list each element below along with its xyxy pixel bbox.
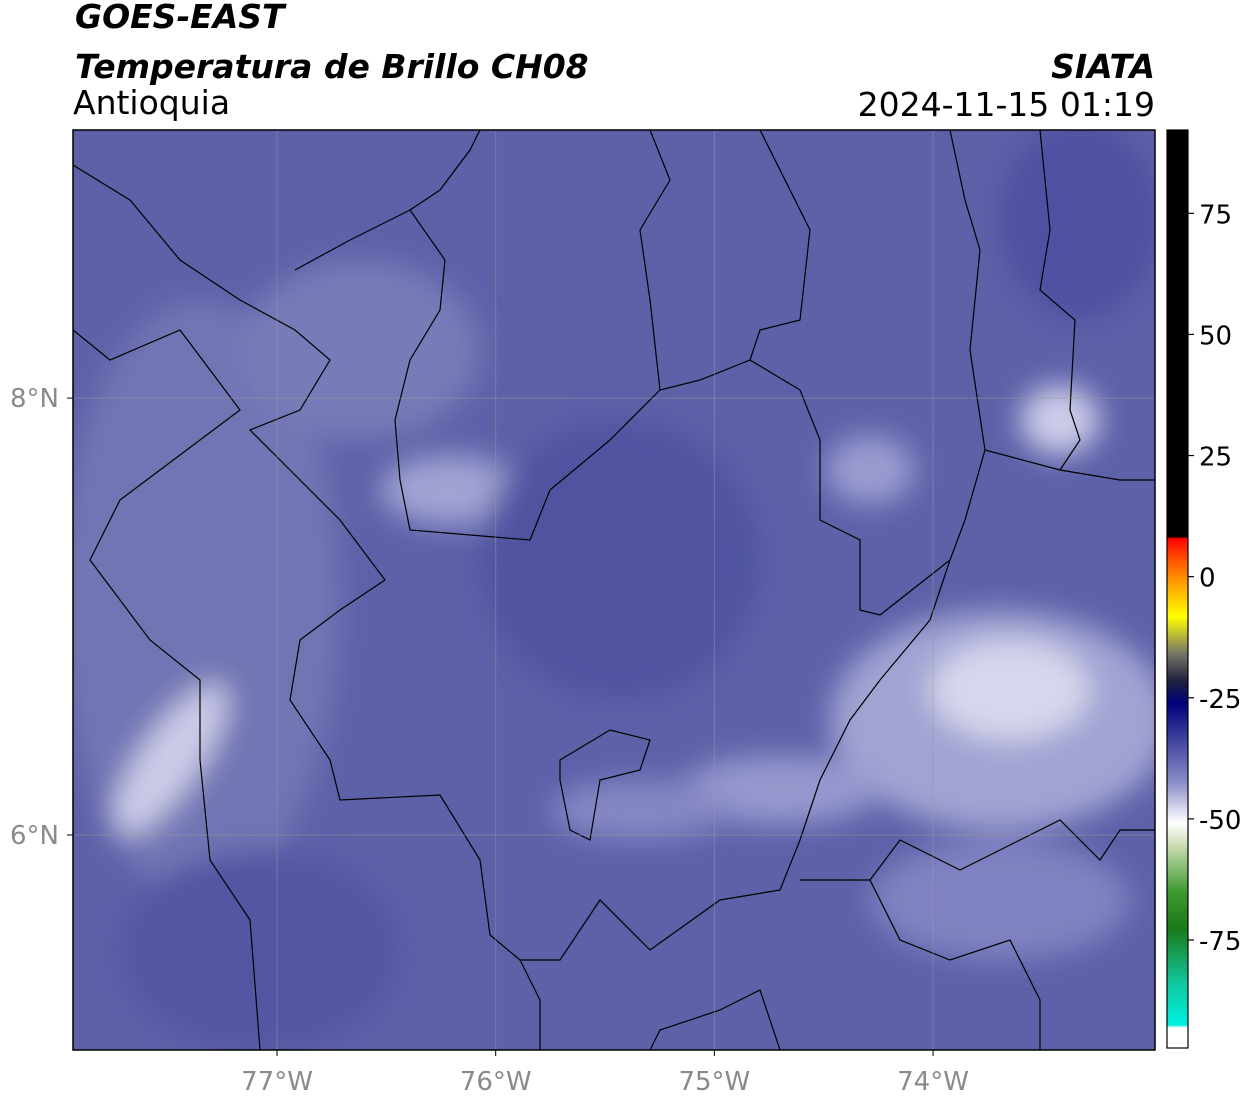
colorbar-tick-label: -50 bbox=[1199, 806, 1241, 836]
map-image bbox=[73, 130, 1155, 1050]
region: Antioquia bbox=[73, 83, 230, 122]
x-tick-label: 77°W bbox=[241, 1067, 313, 1097]
colorbar bbox=[1166, 129, 1189, 1049]
x-tick-label: 76°W bbox=[460, 1067, 532, 1097]
source: SIATA bbox=[1051, 47, 1155, 86]
colorbar-tick-label: 25 bbox=[1199, 443, 1232, 473]
grid bbox=[73, 130, 1155, 1050]
x-tick-label: 74°W bbox=[897, 1067, 969, 1097]
x-tick-label: 75°W bbox=[678, 1067, 750, 1097]
colorbar-tick-label: -75 bbox=[1199, 927, 1241, 957]
colorbar-tick-label: 0 bbox=[1199, 564, 1216, 594]
colorbar-tick-label: 50 bbox=[1199, 321, 1232, 351]
y-tick-label: 6°N bbox=[10, 821, 59, 851]
datetime: 2024-11-15 01:19 bbox=[858, 85, 1155, 124]
map-frame bbox=[72, 129, 1156, 1051]
subtitle: Temperatura de Brillo CH08 bbox=[75, 47, 589, 86]
colorbar-tick-label: -25 bbox=[1199, 685, 1241, 715]
y-tick-label: 8°N bbox=[10, 384, 59, 414]
colorbar-tick-label: 75 bbox=[1199, 200, 1232, 230]
title: GOES-EAST bbox=[75, 0, 287, 36]
